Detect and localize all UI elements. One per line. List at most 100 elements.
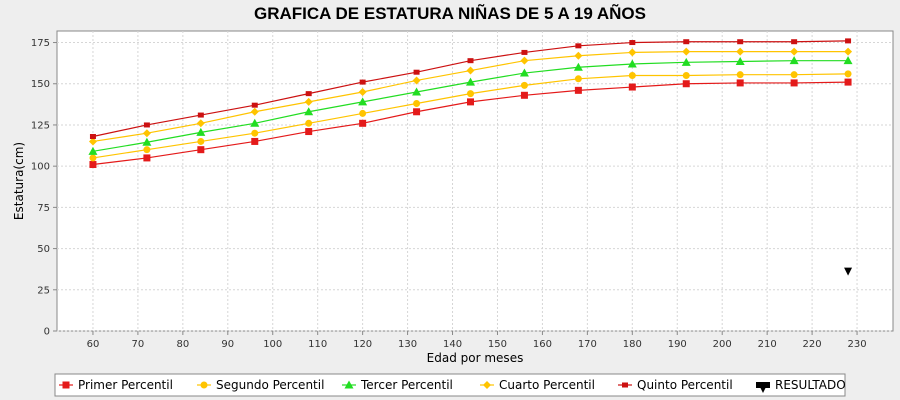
- data-point: [789, 56, 799, 65]
- x-tick-label: 210: [758, 339, 777, 350]
- legend: Primer Percentil Segundo Percentil Tercer …: [54, 373, 846, 397]
- legend-label: Tercer Percentil: [360, 378, 453, 392]
- data-point: [359, 109, 367, 117]
- data-point: [250, 118, 260, 127]
- x-tick-label: 220: [803, 339, 822, 350]
- data-point: [466, 66, 475, 75]
- data-point: [358, 87, 367, 96]
- x-tick-label: 80: [176, 339, 189, 350]
- legend-marker: [62, 381, 70, 389]
- legend-marker: [622, 382, 628, 388]
- legend-marker: [483, 381, 491, 389]
- data-point: [574, 86, 582, 94]
- legend-label: Primer Percentil: [78, 378, 173, 392]
- data-point: [520, 56, 529, 65]
- data-point: [628, 72, 636, 80]
- data-point: [89, 133, 96, 139]
- data-point: [737, 39, 744, 45]
- data-point: [735, 56, 745, 65]
- data-point: [736, 47, 745, 56]
- data-point: [736, 79, 744, 87]
- data-point: [466, 77, 476, 86]
- x-tick-label: 140: [443, 339, 462, 350]
- data-point: [197, 112, 204, 118]
- data-point: [196, 119, 205, 128]
- data-point: [142, 137, 152, 146]
- y-axis-label: Estatura(cm): [12, 142, 26, 220]
- legend-item: RESULTADO: [756, 378, 846, 393]
- data-point: [844, 70, 852, 78]
- x-tick-label: 60: [87, 339, 100, 350]
- data-point: [304, 97, 313, 106]
- legend-item: Quinto Percentil: [618, 378, 733, 392]
- x-tick-label: 170: [578, 339, 597, 350]
- y-tick-label: 125: [31, 120, 50, 131]
- data-point: [197, 146, 205, 154]
- data-point: [359, 119, 367, 127]
- y-tick-label: 175: [31, 38, 50, 49]
- legend-box: [54, 373, 846, 397]
- legend-marker-arrow: [759, 385, 767, 393]
- x-tick-label: 100: [263, 339, 282, 350]
- data-point: [791, 39, 798, 45]
- data-point: [682, 72, 690, 80]
- y-tick-label: 25: [37, 285, 50, 296]
- chart-title: GRAFICA DE ESTATURA NIÑAS DE 5 A 19 AÑOS: [254, 3, 646, 23]
- data-point: [142, 129, 151, 138]
- data-point: [304, 107, 314, 116]
- data-point: [629, 40, 636, 46]
- data-point: [681, 57, 691, 66]
- legend-label: Segundo Percentil: [216, 378, 324, 392]
- data-point: [412, 87, 422, 96]
- data-point: [89, 161, 97, 169]
- data-point: [628, 83, 636, 91]
- x-tick-label: 200: [713, 339, 732, 350]
- legend-label: Quinto Percentil: [637, 378, 733, 392]
- data-point: [359, 79, 366, 85]
- series-3: [88, 56, 853, 155]
- data-point: [88, 146, 98, 155]
- data-point: [575, 43, 582, 49]
- data-point: [251, 137, 259, 145]
- data-point: [143, 154, 151, 162]
- y-tick-label: 75: [37, 203, 50, 214]
- x-tick-label: 150: [488, 339, 507, 350]
- data-point: [520, 91, 528, 99]
- x-axis-ticks: 60 70 80 90 100 110 120 130 140 150 160 170 180 190 20…: [87, 331, 867, 350]
- data-point: [413, 100, 421, 108]
- legend-label: RESULTADO: [775, 378, 846, 392]
- x-tick-label: 120: [353, 339, 372, 350]
- legend-marker: [344, 380, 354, 389]
- data-point: [844, 47, 853, 56]
- x-tick-label: 70: [132, 339, 145, 350]
- data-point: [843, 56, 853, 65]
- data-point: [143, 146, 151, 154]
- y-tick-label: 50: [37, 244, 50, 255]
- data-point: [790, 47, 799, 56]
- data-point: [519, 68, 529, 77]
- data-point: [305, 128, 313, 136]
- data-point: [467, 98, 475, 106]
- legend-item: Segundo Percentil: [197, 378, 324, 392]
- series-2: [89, 70, 852, 162]
- data-point: [413, 69, 420, 75]
- data-point: [358, 97, 368, 106]
- data-point: [845, 38, 852, 44]
- data-point: [573, 62, 583, 71]
- x-tick-label: 230: [847, 339, 866, 350]
- legend-label: Cuarto Percentil: [499, 378, 595, 392]
- legend-item: Tercer Percentil: [342, 378, 453, 392]
- series-layer: [88, 38, 853, 276]
- y-tick-label: 100: [31, 162, 50, 173]
- data-point: [790, 79, 798, 87]
- data-point: [89, 154, 97, 162]
- data-point: [790, 71, 798, 79]
- data-point: [521, 49, 528, 55]
- data-point: [143, 122, 150, 128]
- series-6: [844, 267, 853, 276]
- x-axis-label: Edad por meses: [427, 351, 524, 365]
- data-point: [196, 127, 206, 136]
- data-point: [305, 91, 312, 97]
- data-point: [736, 71, 744, 79]
